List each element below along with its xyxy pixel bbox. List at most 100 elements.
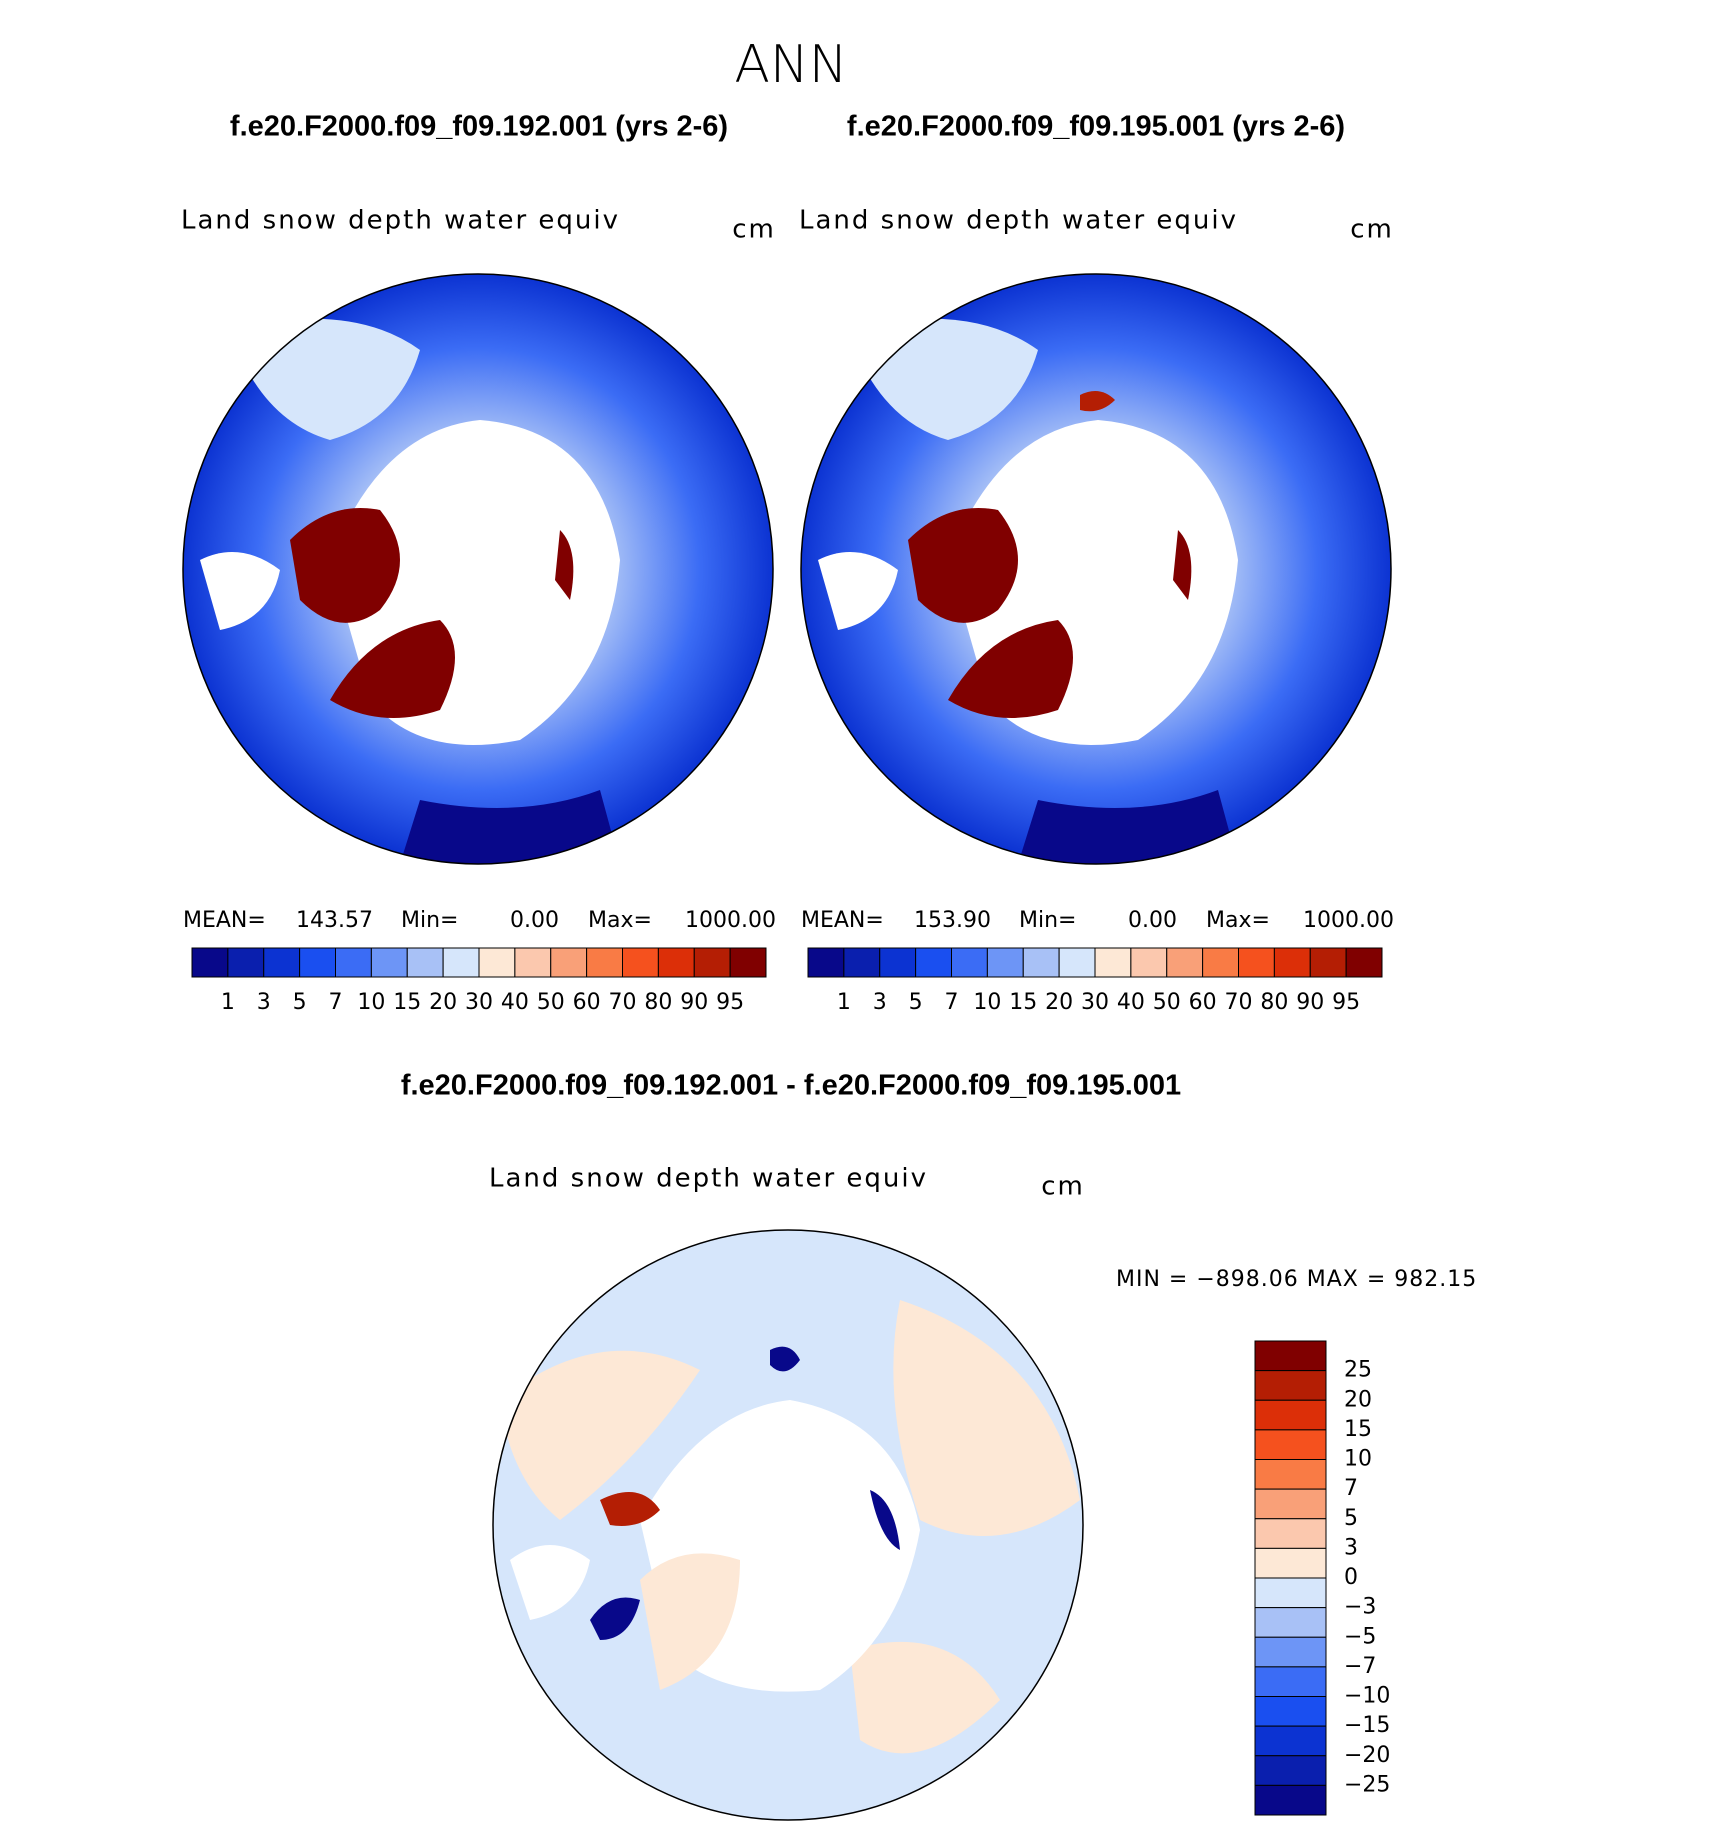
colorbar-box <box>227 947 265 978</box>
colorbar-label: −20 <box>1344 1743 1390 1768</box>
range-text: MIN = −898.06 MAX = 982.15 <box>1116 1267 1477 1292</box>
colorbar-box <box>1254 1370 1327 1401</box>
variable-label: Land snow depth water equiv <box>799 206 1238 236</box>
stat-text: 153.90 <box>914 908 991 933</box>
variable-label: Land snow depth water equiv <box>181 206 620 236</box>
colorbar-label: 10 <box>973 990 1001 1015</box>
colorbar-label: 7 <box>1344 1476 1358 1501</box>
map <box>493 1230 1083 1820</box>
colorbar-box <box>1254 1547 1327 1579</box>
stat-text: 143.57 <box>296 908 373 933</box>
map <box>801 274 1391 864</box>
colorbar-label: 20 <box>1045 990 1073 1015</box>
colorbar-box <box>1254 1429 1327 1460</box>
colorbar-box <box>1238 947 1275 978</box>
colorbar-box <box>1254 1784 1327 1816</box>
colorbar-box <box>1254 1666 1327 1697</box>
colorbar-box <box>1254 1488 1327 1520</box>
stat-text: Min= <box>1019 908 1076 933</box>
colorbar-box <box>879 947 917 978</box>
colorbar-label: 40 <box>1117 990 1145 1015</box>
colorbar-box <box>1254 1636 1327 1668</box>
colorbar-box <box>1130 947 1168 978</box>
colorbar-label: −5 <box>1344 1624 1376 1649</box>
colorbar-box <box>370 947 408 978</box>
colorbar-label: 95 <box>1332 990 1360 1015</box>
colorbar-label: −3 <box>1344 1595 1376 1620</box>
colorbar-box <box>1254 1577 1327 1609</box>
colorbar-label: 80 <box>1260 990 1288 1015</box>
colorbar-box <box>1166 947 1204 978</box>
colorbar-box <box>843 947 881 978</box>
colorbar-label: 50 <box>1153 990 1181 1015</box>
colorbar-box <box>299 947 336 978</box>
colorbar-box <box>915 947 952 978</box>
colorbar-label: 0 <box>1344 1565 1358 1590</box>
colorbar-box <box>1254 1696 1327 1727</box>
colorbar-label: 3 <box>1344 1535 1358 1560</box>
colorbar-box <box>1254 1725 1327 1757</box>
colorbar-label: 15 <box>1009 990 1037 1015</box>
colorbar-box <box>514 947 552 978</box>
colorbar-box <box>729 947 767 978</box>
colorbar-box <box>1058 947 1096 978</box>
units-label: cm <box>1350 215 1394 245</box>
colorbar-label: 70 <box>609 990 637 1015</box>
colorbar-box <box>1202 947 1239 978</box>
colorbar-box <box>1273 947 1311 978</box>
colorbar-box <box>657 947 695 978</box>
colorbar-label: −15 <box>1344 1713 1390 1738</box>
colorbar-label: 10 <box>1344 1447 1372 1472</box>
colorbar-label: −25 <box>1344 1772 1390 1797</box>
colorbar-box <box>406 947 444 978</box>
colorbar-label: 90 <box>680 990 708 1015</box>
units-label: cm <box>1041 1172 1085 1202</box>
colorbar-label: 60 <box>1189 990 1217 1015</box>
colorbar-label: 70 <box>1225 990 1253 1015</box>
colorbar-label: −10 <box>1344 1684 1390 1709</box>
colorbar-box <box>191 947 229 978</box>
colorbar-label: 5 <box>909 990 923 1015</box>
colorbar-box <box>478 947 516 978</box>
colorbar-box <box>1254 1399 1327 1431</box>
colorbar-label: 15 <box>1344 1417 1372 1442</box>
colorbar-label: 20 <box>429 990 457 1015</box>
colorbar-label: 10 <box>357 990 385 1015</box>
colorbar-label: 15 <box>393 990 421 1015</box>
panel-title: f.e20.F2000.f09_f09.195.001 (yrs 2-6) <box>847 111 1345 143</box>
colorbar-box <box>442 947 480 978</box>
units-label: cm <box>732 215 776 245</box>
colorbar-label: 3 <box>257 990 271 1015</box>
stat-text: MEAN= <box>801 908 884 933</box>
colorbar-box <box>807 947 845 978</box>
colorbar-label: 40 <box>501 990 529 1015</box>
colorbar-label: 50 <box>537 990 565 1015</box>
colorbar-label: 7 <box>945 990 959 1015</box>
colorbar-label: 5 <box>293 990 307 1015</box>
colorbar-label: 7 <box>329 990 343 1015</box>
stat-text: 0.00 <box>510 908 559 933</box>
colorbar-label: −7 <box>1344 1654 1376 1679</box>
colorbar-box <box>951 947 988 978</box>
map <box>183 274 773 864</box>
colorbar-label: 3 <box>873 990 887 1015</box>
stat-text: 0.00 <box>1128 908 1177 933</box>
colorbar-box <box>1254 1518 1327 1549</box>
colorbar-label: 60 <box>573 990 601 1015</box>
colorbar-box <box>263 947 301 978</box>
colorbar-box <box>1254 1340 1327 1372</box>
colorbar-label: 95 <box>716 990 744 1015</box>
colorbar-box <box>1345 947 1383 978</box>
colorbar-label: 30 <box>1081 990 1109 1015</box>
map-outline <box>182 273 774 865</box>
map-outline <box>800 273 1392 865</box>
colorbar-label: 25 <box>1344 1358 1372 1383</box>
colorbar-box <box>1254 1459 1327 1490</box>
colorbar-box <box>986 947 1024 978</box>
colorbar-box <box>1094 947 1132 978</box>
panel-title: f.e20.F2000.f09_f09.192.001 (yrs 2-6) <box>230 111 728 143</box>
stat-text: MEAN= <box>183 908 266 933</box>
colorbar-box <box>693 947 731 978</box>
colorbar-box <box>1254 1755 1327 1786</box>
